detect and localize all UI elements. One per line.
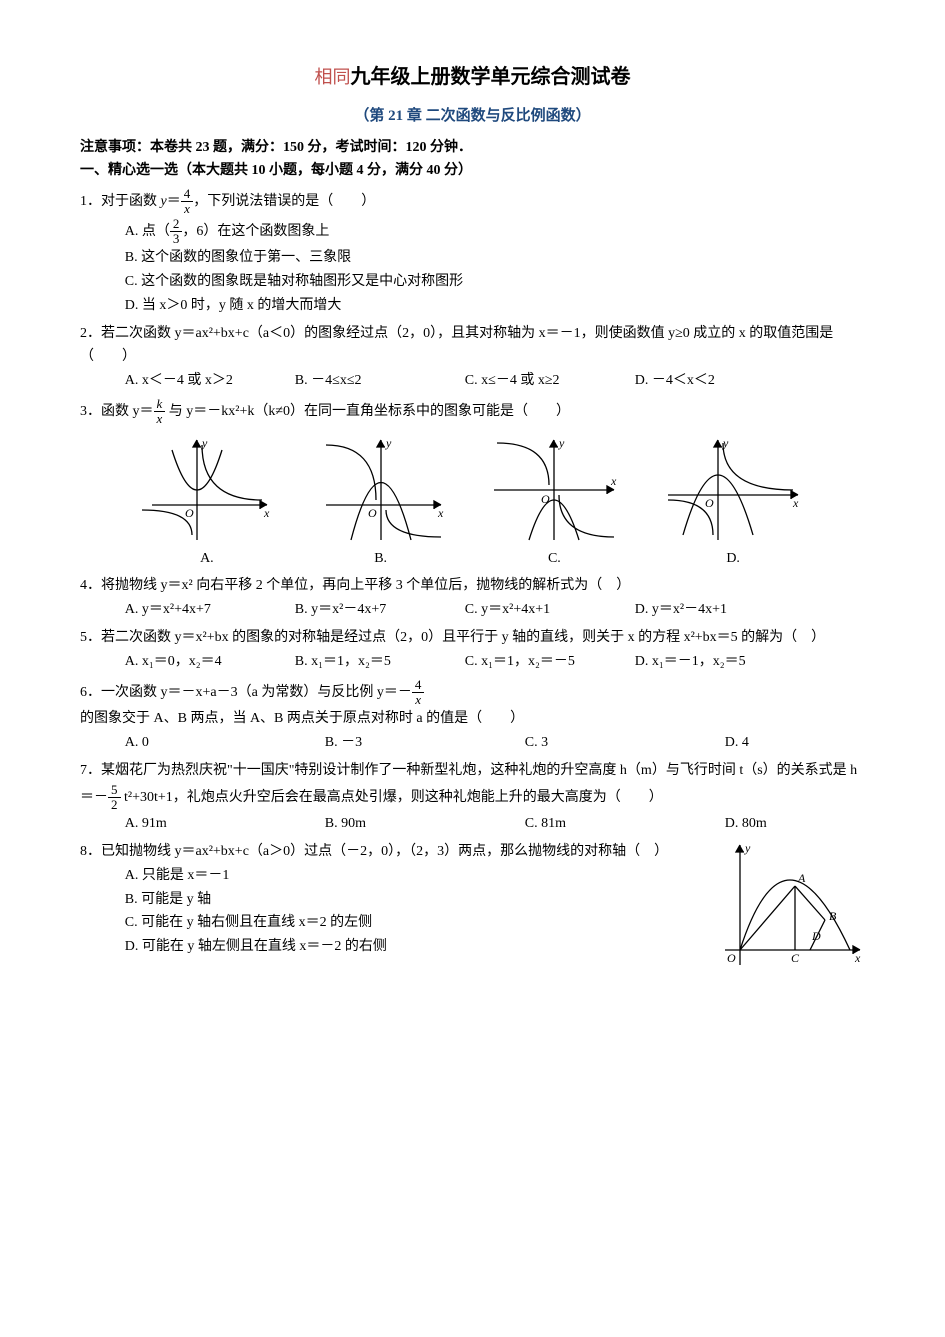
question-5: 5．若二次函数 y＝x²+bx 的图象的对称轴是经过点（2，0）且平行于 y 轴… <box>80 626 865 674</box>
svg-text:x: x <box>792 496 799 510</box>
q1-stem-b: ，下列说法错误的是（ ） <box>193 194 375 209</box>
svg-text:D: D <box>811 929 821 943</box>
svg-text:O: O <box>541 492 550 506</box>
subtitle: （第 21 章 二次函数与反比例函数） <box>80 104 865 130</box>
graph-label: D. <box>663 547 803 571</box>
svg-text:x: x <box>437 506 444 520</box>
question-8: x y O A B C D 8．已知抛物线 y＝ax²+bx+c（a＞0）过点（… <box>80 840 865 979</box>
notice-line: 注意事项：本卷共 23 题，满分：150 分，考试时间：120 分钟． <box>80 136 865 160</box>
svg-text:y: y <box>558 436 565 450</box>
q6-stem-b: 的图象交于 A、B 两点，当 A、B 两点关于原点对称时 a 的值是（ ） <box>80 711 524 726</box>
q4-option-b: B. y＝x²－4x+7 <box>295 598 425 622</box>
fraction-icon: 52 <box>108 783 121 813</box>
q6-option-c: C. 3 <box>525 731 685 755</box>
q2-stem: 2．若二次函数 y＝ax²+bx+c（a＜0）的图象经过点（2，0），且其对称轴… <box>80 322 865 370</box>
q7-option-d: D. 80m <box>725 812 855 836</box>
q1-option-d: D. 当 x＞0 时，y 随 x 的增大而增大 <box>125 294 865 318</box>
q3-graph-row: x y O A. x y O B. <box>80 427 865 571</box>
q6-option-a: A. 0 <box>125 731 285 755</box>
q2-option-c: C. x≤－4 或 x≥2 <box>465 369 595 393</box>
q2-option-a: A. x＜－4 或 x＞2 <box>125 369 255 393</box>
svg-text:x: x <box>854 951 861 965</box>
question-7: 7．某烟花厂为热烈庆祝"十一国庆"特别设计制作了一种新型礼炮，这种礼炮的升空高度… <box>80 759 865 836</box>
graph-icon: x y O <box>663 435 803 545</box>
q1-option-a: A. 点（23，6）在这个函数图象上 <box>125 217 865 247</box>
q6-option-d: D. 4 <box>725 731 855 755</box>
svg-text:y: y <box>722 436 729 450</box>
svg-text:y: y <box>744 841 751 855</box>
graph-label: C. <box>489 547 619 571</box>
q5-option-a: A. x₁＝0，x₂＝4 <box>125 650 255 674</box>
q3-stem-b: 与 y＝－kx²+k（k≠0）在同一直角坐标系中的图象可能是（ ） <box>165 404 570 419</box>
question-3: 3．函数 y＝kx 与 y＝－kx²+k（k≠0）在同一直角坐标系中的图象可能是… <box>80 397 865 570</box>
graph-icon: x y O <box>489 435 619 545</box>
q4-option-a: A. y＝x²+4x+7 <box>125 598 255 622</box>
section-1-heading: 一、精心选一选（本大题共 10 小题，每小题 4 分，满分 40 分） <box>80 159 865 183</box>
q4-option-d: D. y＝x²－4x+1 <box>635 598 765 622</box>
title-prefix: 相同 <box>315 67 351 87</box>
question-2: 2．若二次函数 y＝ax²+bx+c（a＜0）的图象经过点（2，0），且其对称轴… <box>80 322 865 393</box>
q5-stem: 5．若二次函数 y＝x²+bx 的图象的对称轴是经过点（2，0）且平行于 y 轴… <box>80 626 865 650</box>
graph-icon: x y O A B C D <box>715 840 865 970</box>
question-6: 6．一次函数 y＝－x+a－3（a 为常数）与反比例 y＝－4x 的图象交于 A… <box>80 678 865 755</box>
svg-text:O: O <box>705 496 714 510</box>
fraction-icon: 4x <box>412 678 425 708</box>
question-1: 1．对于函数 y＝4x，下列说法错误的是（ ） A. 点（23，6）在这个函数图… <box>80 187 865 318</box>
svg-text:O: O <box>368 506 377 520</box>
question-4: 4．将抛物线 y＝x² 向右平移 2 个单位，再向上平移 3 个单位后，抛物线的… <box>80 574 865 622</box>
q3-stem-a: 3．函数 y＝ <box>80 404 154 419</box>
svg-text:y: y <box>201 436 208 450</box>
svg-text:B: B <box>829 909 837 923</box>
q7-stem-b: t²+30t+1，礼炮点火升空后会在最高点处引爆，则这种礼炮能上升的最大高度为（… <box>121 790 663 805</box>
q2-option-b: B. －4≤x≤2 <box>295 369 425 393</box>
fraction-icon: 4x <box>181 187 194 217</box>
q1-option-b: B. 这个函数的图象位于第一、三象限 <box>125 246 865 270</box>
q1-stem-a: 1．对于函数 <box>80 194 161 209</box>
svg-text:C: C <box>791 951 800 965</box>
q7-option-b: B. 90m <box>325 812 485 836</box>
title-main: 九年级上册数学单元综合测试卷 <box>351 66 631 88</box>
svg-text:O: O <box>185 506 194 520</box>
q3-graph-c: x y O C. <box>489 435 619 571</box>
q6-option-b: B. －3 <box>325 731 485 755</box>
q6-stem-a: 6．一次函数 y＝－x+a－3（a 为常数）与反比例 y＝－ <box>80 685 412 700</box>
graph-label: B. <box>316 547 446 571</box>
page-title: 相同九年级上册数学单元综合测试卷 <box>80 60 865 94</box>
svg-text:x: x <box>263 506 270 520</box>
q8-figure: x y O A B C D <box>715 840 865 979</box>
q7-option-c: C. 81m <box>525 812 685 836</box>
q4-stem: 4．将抛物线 y＝x² 向右平移 2 个单位，再向上平移 3 个单位后，抛物线的… <box>80 574 865 598</box>
q5-option-d: D. x₁＝－1，x₂＝5 <box>635 650 765 674</box>
svg-text:y: y <box>385 436 392 450</box>
q3-graph-b: x y O B. <box>316 435 446 571</box>
fraction-icon: kx <box>154 397 166 427</box>
q3-graph-a: x y O A. <box>142 435 272 571</box>
q5-option-b: B. x₁＝1，x₂＝5 <box>295 650 425 674</box>
q5-option-c: C. x₁＝1，x₂＝－5 <box>465 650 595 674</box>
graph-icon: x y O <box>142 435 272 545</box>
q3-graph-d: x y O D. <box>663 435 803 571</box>
fraction-icon: 23 <box>170 217 183 247</box>
svg-text:x: x <box>610 474 617 488</box>
q2-option-d: D. －4＜x＜2 <box>635 369 765 393</box>
svg-text:A: A <box>797 871 806 885</box>
graph-label: A. <box>142 547 272 571</box>
q1-option-c: C. 这个函数的图象既是轴对称轴图形又是中心对称图形 <box>125 270 865 294</box>
svg-text:O: O <box>727 951 736 965</box>
graph-icon: x y O <box>316 435 446 545</box>
q7-option-a: A. 91m <box>125 812 285 836</box>
q4-option-c: C. y＝x²+4x+1 <box>465 598 595 622</box>
